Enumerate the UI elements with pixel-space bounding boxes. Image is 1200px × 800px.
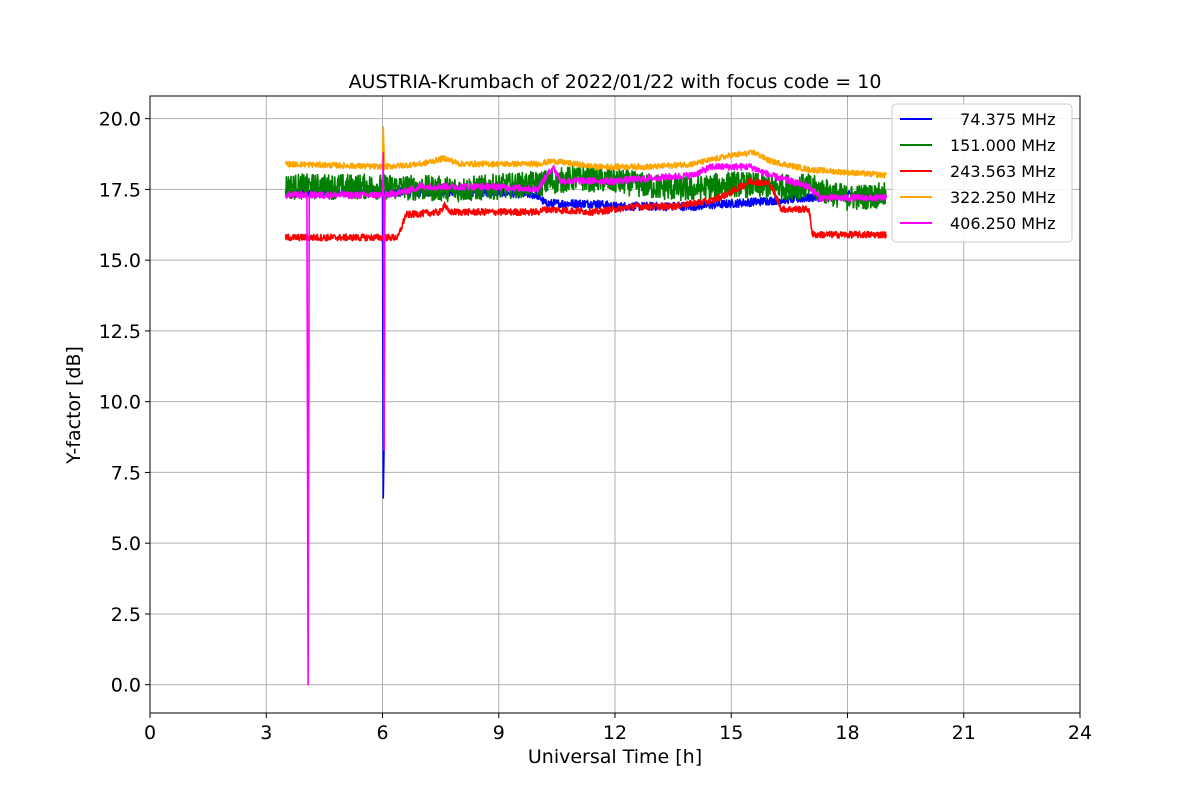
- legend-label: 151.000 MHz: [950, 136, 1055, 155]
- y-axis-label: Y-factor [dB]: [63, 346, 85, 465]
- legend-label: 406.250 MHz: [950, 214, 1055, 233]
- y-tick-label: 12.5: [99, 321, 141, 343]
- series-line-3: [284, 126, 888, 179]
- x-axis-ticks: 0 3 6 9 12 15 18 21 24: [144, 713, 1092, 744]
- y-tick-label: 7.5: [111, 462, 141, 484]
- x-tick-label: 12: [603, 722, 627, 744]
- legend-box: [891, 103, 1073, 243]
- y-tick-label: 2.5: [111, 604, 141, 626]
- x-tick-label: 9: [493, 722, 505, 744]
- x-tick-label: 18: [835, 722, 859, 744]
- x-tick-label: 24: [1068, 722, 1092, 744]
- y-tick-label: 10.0: [99, 392, 141, 414]
- legend-label: 322.250 MHz: [950, 188, 1055, 207]
- y-tick-label: 17.5: [99, 179, 141, 201]
- x-tick-label: 0: [144, 722, 156, 744]
- x-tick-label: 6: [376, 722, 388, 744]
- x-axis-label: Universal Time [h]: [528, 746, 702, 768]
- series-line-4: [285, 151, 888, 686]
- x-tick-label: 15: [719, 722, 743, 744]
- y-tick-label: 20.0: [99, 109, 141, 131]
- x-tick-label: 21: [952, 722, 976, 744]
- chart-title: AUSTRIA-Krumbach of 2022/01/22 with focu…: [349, 71, 882, 93]
- y-tick-label: 5.0: [111, 533, 141, 555]
- legend-label: 243.563 MHz: [950, 162, 1055, 181]
- legend: 74.375 MHz 151.000 MHz 243.563 MHz 322.250 …: [891, 103, 1073, 243]
- y-tick-label: 0.0: [111, 675, 141, 697]
- y-tick-label: 15.0: [99, 250, 141, 272]
- y-axis-ticks: 0.0 2.5 5.0 7.5 10.0 12.5 15.0 17.5 20.0: [99, 109, 150, 697]
- x-tick-label: 3: [260, 722, 272, 744]
- series-line-2: [284, 177, 888, 242]
- series-lines: [284, 126, 888, 686]
- legend-label: 74.375 MHz: [950, 110, 1055, 129]
